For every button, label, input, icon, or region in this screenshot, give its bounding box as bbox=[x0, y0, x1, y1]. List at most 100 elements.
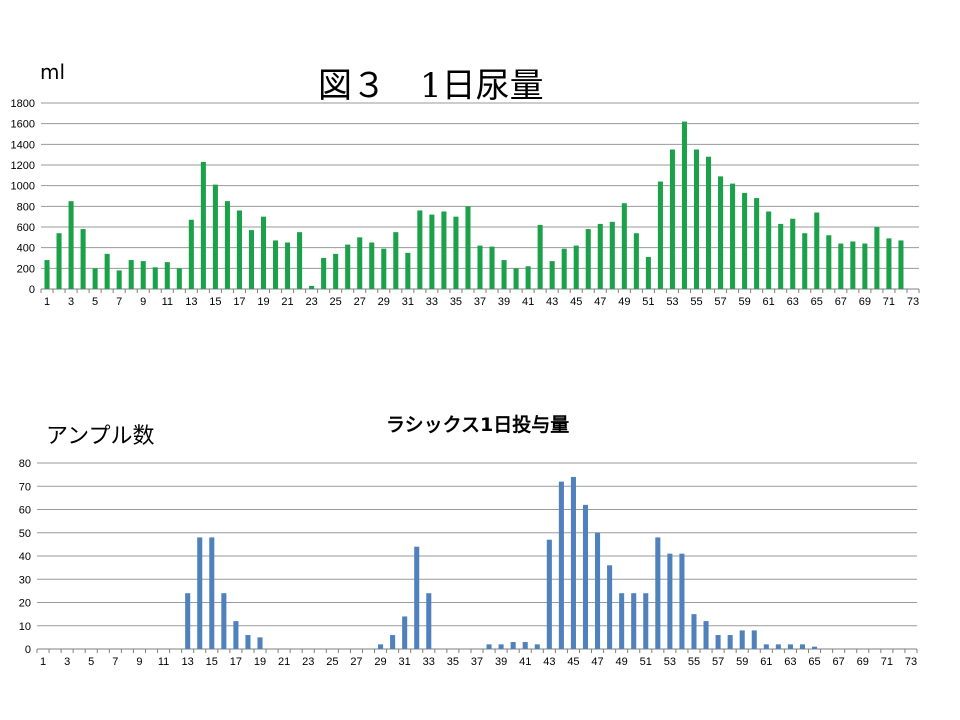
urine-bar bbox=[681, 121, 687, 289]
lasix-xtick-label: 15 bbox=[206, 656, 218, 668]
urine-bar bbox=[573, 245, 579, 289]
urine-bar bbox=[297, 232, 303, 289]
bottom-chart-unit-label: アンプル数 bbox=[46, 424, 155, 449]
lasix-xtick-label: 63 bbox=[784, 656, 796, 668]
urine-xtick-label: 71 bbox=[883, 296, 895, 308]
urine-bar bbox=[321, 258, 327, 289]
urine-xtick-label: 35 bbox=[450, 296, 462, 308]
lasix-xtick-label: 45 bbox=[567, 656, 579, 668]
lasix-bar bbox=[402, 616, 408, 649]
lasix-ytick-label: 40 bbox=[19, 551, 31, 563]
urine-xtick-label: 5 bbox=[92, 296, 98, 308]
lasix-bar bbox=[812, 646, 818, 649]
urine-bar bbox=[68, 201, 74, 289]
lasix-ytick-label: 60 bbox=[19, 505, 31, 517]
urine-bar bbox=[200, 161, 206, 289]
lasix-bar bbox=[667, 553, 673, 649]
lasix-ytick-label: 80 bbox=[19, 458, 31, 470]
lasix-bar bbox=[643, 593, 649, 649]
urine-bar bbox=[826, 235, 832, 289]
lasix-xtick-label: 71 bbox=[881, 656, 893, 668]
urine-xtick-label: 73 bbox=[907, 296, 919, 308]
urine-bar bbox=[104, 253, 110, 289]
urine-bar bbox=[790, 218, 796, 289]
lasix-bar bbox=[558, 481, 564, 649]
urine-bar bbox=[705, 156, 712, 289]
urine-bar bbox=[489, 246, 495, 289]
lasix-bar bbox=[799, 644, 806, 649]
lasix-ytick-label: 20 bbox=[19, 598, 31, 610]
lasix-bar bbox=[655, 537, 661, 649]
urine-bar bbox=[333, 253, 339, 289]
lasix-bar bbox=[775, 644, 781, 649]
urine-xtick-label: 17 bbox=[233, 296, 245, 308]
urine-bar bbox=[44, 260, 50, 289]
urine-bar bbox=[525, 266, 531, 289]
urine-bar bbox=[164, 262, 170, 289]
urine-xtick-label: 41 bbox=[522, 296, 534, 308]
urine-xtick-label: 49 bbox=[618, 296, 630, 308]
lasix-xtick-label: 23 bbox=[302, 656, 314, 668]
lasix-ytick-label: 50 bbox=[19, 528, 31, 540]
urine-ytick-label: 400 bbox=[17, 243, 35, 255]
urine-bar bbox=[730, 183, 736, 289]
lasix-xtick-label: 25 bbox=[326, 656, 338, 668]
urine-bar bbox=[453, 216, 459, 289]
urine-bar bbox=[513, 268, 519, 289]
urine-bar bbox=[850, 241, 856, 289]
lasix-xtick-label: 11 bbox=[158, 656, 169, 668]
urine-bar bbox=[645, 256, 651, 289]
lasix-bar bbox=[185, 593, 191, 649]
urine-xtick-label: 43 bbox=[546, 296, 558, 308]
urine-bar bbox=[693, 149, 700, 289]
urine-xtick-label: 57 bbox=[714, 296, 726, 308]
urine-bar bbox=[537, 224, 543, 289]
lasix-xtick-label: 55 bbox=[688, 656, 700, 668]
urine-bar bbox=[838, 243, 844, 289]
urine-xtick-label: 65 bbox=[811, 296, 823, 308]
lasix-bar bbox=[510, 642, 516, 649]
urine-bar bbox=[766, 211, 772, 289]
urine-xtick-label: 11 bbox=[162, 296, 173, 308]
urine-xtick-label: 55 bbox=[690, 296, 702, 308]
lasix-bar bbox=[390, 635, 396, 649]
urine-xtick-label: 61 bbox=[763, 296, 775, 308]
lasix-xtick-label: 19 bbox=[254, 656, 266, 668]
lasix-xtick-label: 57 bbox=[712, 656, 724, 668]
lasix-bar bbox=[257, 637, 263, 649]
urine-bar bbox=[561, 248, 567, 289]
urine-bar bbox=[633, 233, 639, 289]
lasix-bar bbox=[739, 630, 745, 649]
urine-xtick-label: 33 bbox=[426, 296, 438, 308]
lasix-bar bbox=[787, 644, 793, 649]
urine-xtick-label: 53 bbox=[666, 296, 678, 308]
urine-bar bbox=[718, 176, 724, 289]
lasix-xtick-label: 69 bbox=[857, 656, 869, 668]
urine-ytick-label: 1800 bbox=[11, 98, 35, 110]
urine-bar bbox=[441, 211, 447, 289]
lasix-bar bbox=[751, 630, 757, 649]
urine-xtick-label: 47 bbox=[594, 296, 606, 308]
lasix-xtick-label: 53 bbox=[664, 656, 676, 668]
lasix-xtick-label: 37 bbox=[471, 656, 483, 668]
urine-xtick-label: 39 bbox=[498, 296, 510, 308]
lasix-xtick-label: 41 bbox=[519, 656, 531, 668]
urine-xtick-label: 59 bbox=[738, 296, 750, 308]
urine-bar bbox=[260, 216, 267, 289]
urine-bar bbox=[669, 149, 675, 289]
lasix-bar bbox=[607, 565, 613, 649]
lasix-bar bbox=[703, 621, 709, 649]
lasix-xtick-label: 35 bbox=[447, 656, 459, 668]
urine-bar bbox=[140, 261, 146, 289]
urine-ytick-label: 800 bbox=[17, 201, 35, 213]
lasix-bar bbox=[631, 593, 637, 649]
urine-bar bbox=[285, 242, 291, 289]
urine-xtick-label: 51 bbox=[642, 296, 654, 308]
urine-ytick-label: 0 bbox=[29, 284, 35, 296]
urine-bar bbox=[273, 240, 279, 289]
urine-ytick-label: 1000 bbox=[11, 181, 35, 193]
lasix-xtick-label: 1 bbox=[40, 656, 46, 668]
lasix-xtick-label: 51 bbox=[640, 656, 652, 668]
lasix-bar bbox=[691, 614, 697, 649]
